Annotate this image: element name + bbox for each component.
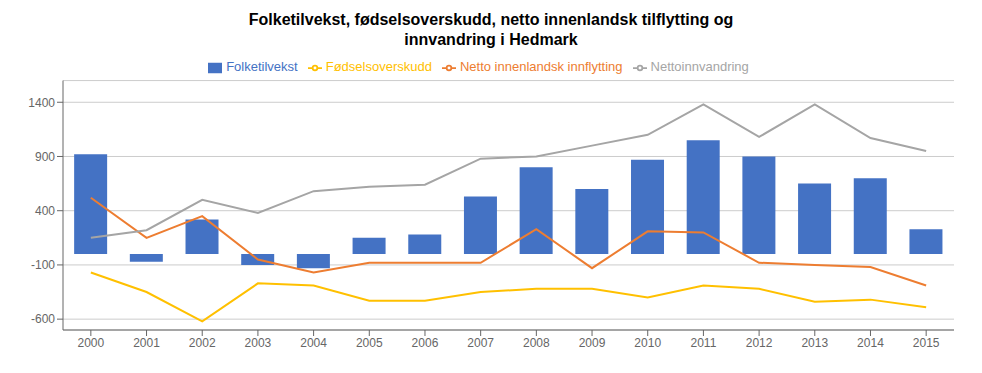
svg-text:2004: 2004 [300,336,327,350]
html-text:Fødselsoverskudd: Fødselsoverskudd [325,59,432,74]
svg-text:2008: 2008 [523,336,550,350]
svg-text:2013: 2013 [801,336,828,350]
svg-text:2014: 2014 [857,336,884,350]
svg-text:400: 400 [35,204,55,218]
svg-text:900: 900 [35,150,55,164]
svg-text:-100: -100 [31,258,55,272]
svg-text:2003: 2003 [245,336,272,350]
svg-text:1400: 1400 [28,96,55,110]
html-text:Nettoinnvandring: Nettoinnvandring [650,59,749,74]
html-text:Folketilvekst, fødselsoverskud: Folketilvekst, fødselsoverskudd, netto i… [248,11,734,28]
html-text:Folketilvekst: Folketilvekst [226,59,298,74]
svg-text:2007: 2007 [467,336,494,350]
svg-text:2005: 2005 [356,336,383,350]
svg-text:2012: 2012 [746,336,773,350]
html-text:Netto innenlandsk innflytting: Netto innenlandsk innflytting [459,59,623,74]
svg-text:2015: 2015 [913,336,940,350]
svg-text:2006: 2006 [412,336,439,350]
svg-text:-600: -600 [31,312,55,326]
svg-text:2009: 2009 [579,336,606,350]
svg-text:2000: 2000 [77,336,104,350]
svg-text:2002: 2002 [189,336,216,350]
svg-text:2011: 2011 [691,336,717,350]
svg-text:2010: 2010 [634,336,661,350]
svg-text:2001: 2001 [133,336,160,350]
html-text:innvandring i Hedmark: innvandring i Hedmark [404,31,578,48]
